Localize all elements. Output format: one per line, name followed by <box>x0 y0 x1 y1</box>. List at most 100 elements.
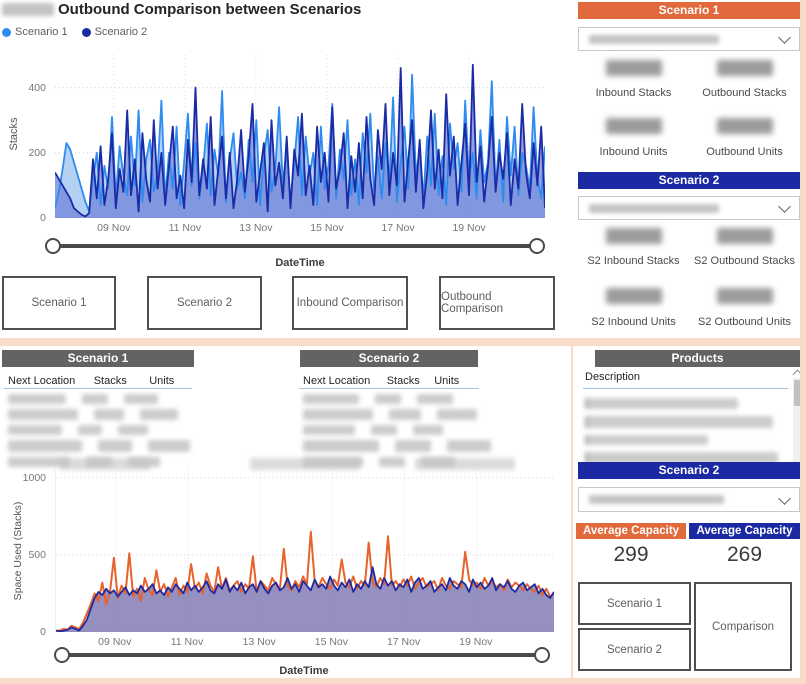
x-tick-label: 13 Nov <box>239 222 273 234</box>
column-header[interactable]: Units <box>149 375 175 387</box>
metric-value-blurred <box>605 288 662 304</box>
table-row[interactable] <box>303 440 491 452</box>
y-tick-label: 1000 <box>22 471 46 484</box>
slider-handle-right[interactable] <box>534 646 550 663</box>
scenario1-panel-header: Scenario 1 <box>578 2 800 19</box>
metric-label: S2 Inbound Stacks <box>587 255 680 267</box>
column-header[interactable]: Units <box>434 375 460 387</box>
table-scenario2-columns: Next Location Stacks Units <box>303 371 459 389</box>
vertical-divider <box>571 346 573 678</box>
metric-s2-outbound-units: S2 Outbound Units <box>689 288 800 328</box>
avg-capacity-value-s2: 269 <box>726 543 763 566</box>
column-header[interactable]: Next Location <box>8 375 76 387</box>
table-row[interactable] <box>8 440 190 452</box>
products-scrollbar[interactable] <box>792 368 802 462</box>
x-tick-label: 17 Nov <box>381 222 415 234</box>
date-range-slider-bottom[interactable] <box>54 646 550 663</box>
table-row[interactable] <box>303 409 491 420</box>
x-tick-label: 15 Nov <box>314 636 349 648</box>
dropdown-selected-value-blurred <box>589 495 724 504</box>
slider-track[interactable] <box>45 237 545 254</box>
scenario1-metrics-row1: Inbound Stacks Outbound Stacks <box>578 60 800 99</box>
avg-capacity-header-s2: Average Capacity <box>689 523 800 539</box>
table-row[interactable] <box>303 394 491 404</box>
scrollbar-thumb[interactable] <box>794 380 800 406</box>
nav-button-comparison[interactable]: Comparison <box>694 582 792 671</box>
scenario2-dropdown[interactable] <box>578 196 800 220</box>
metric-label: Inbound Stacks <box>595 87 672 99</box>
list-item[interactable] <box>585 416 773 428</box>
column-header[interactable]: Stacks <box>386 375 420 387</box>
metric-value-blurred <box>716 118 773 134</box>
table-scenario1-header: Scenario 1 <box>2 350 194 367</box>
nav-button-outbound-comparison[interactable]: Outbound Comparison <box>439 276 555 330</box>
slider-handle-left[interactable] <box>54 646 70 663</box>
metric-label: Outbound Units <box>706 146 783 158</box>
metric-value-blurred <box>605 228 662 244</box>
space-used-chart-plot[interactable] <box>55 470 555 633</box>
table-row[interactable] <box>8 394 190 404</box>
y-tick-label: 0 <box>40 626 46 638</box>
metric-label: Outbound Stacks <box>702 87 787 99</box>
table-underline <box>583 388 788 389</box>
list-item[interactable] <box>585 452 778 464</box>
x-tick-label: 17 Nov <box>386 636 421 648</box>
metric-inbound-units: Inbound Units <box>578 118 689 158</box>
scenario2-bottom-dropdown[interactable] <box>578 487 800 512</box>
nav-button-scenario1[interactable]: Scenario 1 <box>2 276 116 330</box>
table-row[interactable] <box>303 425 491 435</box>
legend-item-scenario1[interactable]: Scenario 1 <box>2 26 68 38</box>
column-header-description[interactable]: Description <box>585 371 641 383</box>
slider-handle-left[interactable] <box>45 237 61 254</box>
table-row[interactable] <box>8 409 190 420</box>
legend-label: Scenario 1 <box>15 26 68 38</box>
metric-value-blurred <box>716 228 773 244</box>
x-tick-label: 13 Nov <box>242 636 276 648</box>
nav-button-scenario1-bottom[interactable]: Scenario 1 <box>578 582 691 625</box>
table-row[interactable] <box>8 425 190 435</box>
metric-label: S2 Inbound Units <box>591 316 676 328</box>
x-tick-label: 11 Nov <box>170 636 204 648</box>
page-border-bottom <box>0 678 806 684</box>
table-underline <box>299 388 479 389</box>
y-axis-ticks: 0 200 400 <box>18 55 50 224</box>
column-header[interactable]: Next Location <box>303 375 371 387</box>
x-tick-label: 09 Nov <box>98 636 132 648</box>
scenario1-dropdown[interactable] <box>578 27 800 51</box>
metric-inbound-stacks: Inbound Stacks <box>578 60 689 99</box>
page-title: Outbound Comparison between Scenarios <box>58 1 362 18</box>
legend-dot-scenario1 <box>2 27 11 37</box>
dropdown-selected-value-blurred <box>589 34 719 44</box>
metric-label: S2 Outbound Units <box>698 316 791 328</box>
avg-capacity-header-s1: Average Capacity <box>576 523 686 539</box>
outbound-chart-plot[interactable] <box>54 55 546 218</box>
list-item[interactable] <box>585 435 708 445</box>
y-tick-label: 500 <box>28 548 46 561</box>
date-range-slider[interactable] <box>45 237 545 254</box>
y-tick-label: 0 <box>40 212 46 224</box>
column-header[interactable]: Stacks <box>93 375 127 387</box>
scenario2-metrics-row2: S2 Inbound Units S2 Outbound Units <box>578 288 800 328</box>
nav-button-scenario2-bottom[interactable]: Scenario 2 <box>578 628 691 671</box>
slider-handle-right[interactable] <box>529 237 545 254</box>
table-scenario2-header: Scenario 2 <box>300 350 478 367</box>
table-scenario2-rows <box>303 394 491 467</box>
metric-value-blurred <box>716 60 773 76</box>
y-tick-label: 200 <box>28 146 46 159</box>
slider-track[interactable] <box>54 646 550 663</box>
scenario1-metrics-row2: Inbound Units Outbound Units <box>578 118 800 158</box>
legend-item-scenario2[interactable]: Scenario 2 <box>81 26 147 38</box>
legend-dot-scenario2 <box>81 27 91 37</box>
page-border-right <box>800 0 806 684</box>
list-item[interactable] <box>585 398 738 409</box>
metric-value-blurred <box>605 118 662 134</box>
x-axis-title: DateTime <box>279 665 329 677</box>
chart-legend: Scenario 1 Scenario 2 <box>2 26 161 38</box>
table-underline <box>4 388 192 389</box>
nav-button-inbound-comparison[interactable]: Inbound Comparison <box>292 276 408 330</box>
logo-blurred <box>2 3 54 16</box>
chevron-down-icon <box>778 491 791 505</box>
dropdown-selected-value-blurred <box>589 203 719 213</box>
nav-button-scenario2[interactable]: Scenario 2 <box>147 276 262 330</box>
